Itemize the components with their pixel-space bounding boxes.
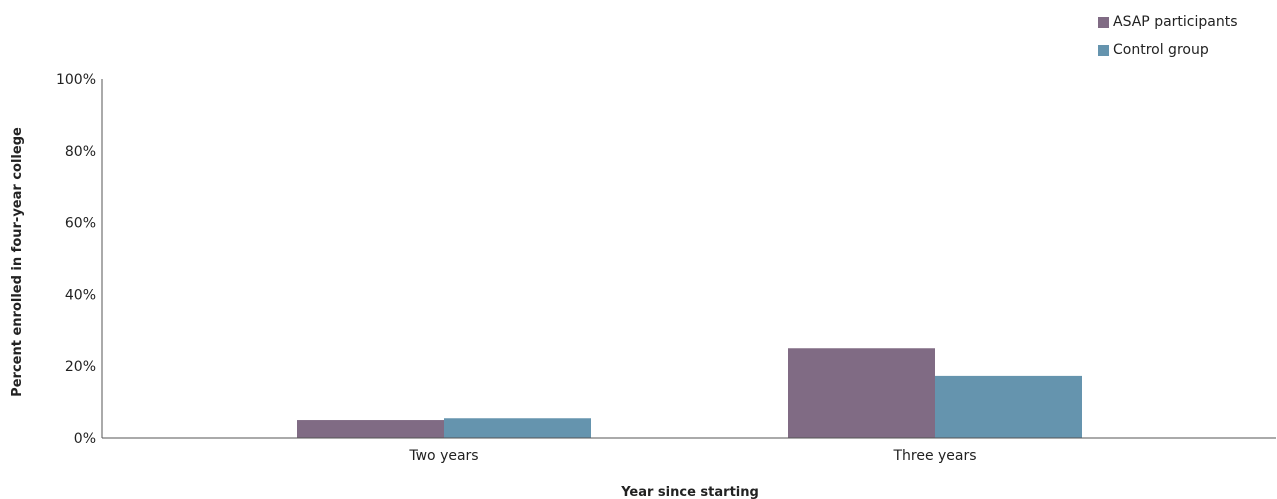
legend-label-control: Control group (1113, 42, 1209, 58)
legend: ASAP participants Control group (1098, 8, 1238, 64)
bar-asap-0 (297, 420, 444, 438)
x-axis-labels: Two years Three years (408, 448, 976, 464)
y-tick-label: 80% (65, 144, 96, 160)
legend-item-control: Control group (1098, 36, 1238, 64)
bar-asap-1 (788, 348, 935, 438)
y-tick-label: 40% (65, 287, 96, 303)
legend-label-asap: ASAP participants (1113, 14, 1238, 30)
bar-control-1 (935, 375, 1082, 438)
bar-control-0 (444, 418, 591, 438)
y-tick-label: 60% (65, 216, 96, 232)
legend-swatch-control (1098, 44, 1109, 56)
x-tick-label: Three years (892, 448, 976, 464)
y-tick-label: 20% (65, 359, 96, 375)
y-axis-title: Percent enrolled in four-year college (10, 127, 25, 397)
y-axis-ticks: 0% 20% 40% 60% 80% 100% (56, 72, 96, 447)
x-axis-title: Year since starting (620, 485, 759, 499)
bars (297, 348, 1082, 438)
y-tick-label: 0% (74, 431, 96, 447)
x-tick-label: Two years (408, 448, 478, 464)
y-tick-label: 100% (56, 72, 96, 88)
legend-item-asap: ASAP participants (1098, 8, 1238, 36)
legend-swatch-asap (1098, 16, 1109, 28)
